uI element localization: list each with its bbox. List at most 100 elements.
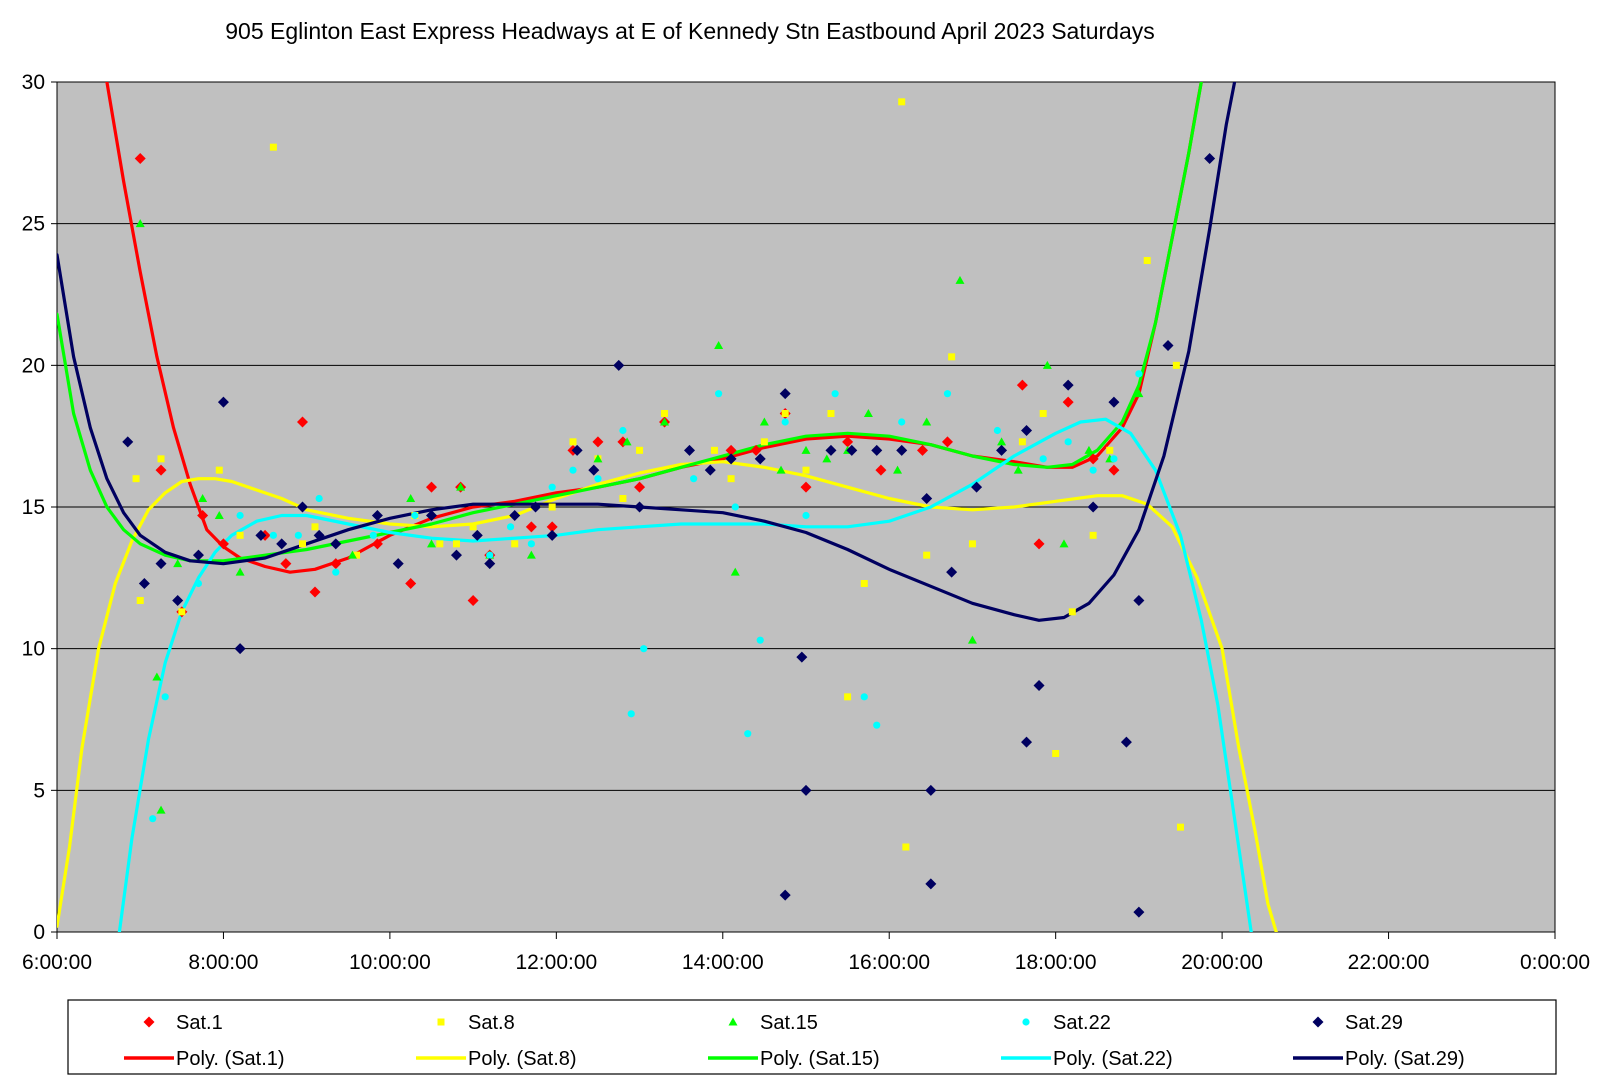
data-point-series-2: [948, 353, 956, 361]
x-tick-label: 8:00:00: [188, 951, 258, 974]
data-point-series-3: [714, 341, 724, 349]
data-point-series-3: [456, 482, 466, 491]
data-point-series-2: [1143, 257, 1151, 264]
legend-label: Poly. (Sat.29): [1345, 1048, 1465, 1070]
data-point-series-1: [405, 578, 417, 589]
data-point-series-2: [236, 531, 244, 539]
data-point-series-5: [1021, 736, 1033, 748]
data-point-series-4: [332, 568, 340, 576]
data-point-series-5: [276, 538, 288, 550]
data-point-series-4: [860, 693, 868, 701]
data-point-series-5: [725, 453, 737, 465]
data-point-series-3: [730, 567, 740, 576]
legend-label: Poly. (Sat.1): [176, 1048, 285, 1070]
data-point-series-1: [800, 481, 812, 493]
data-point-series-4: [619, 426, 627, 435]
legend-label: Sat.29: [1345, 1012, 1403, 1034]
data-point-series-2: [299, 540, 307, 548]
data-point-series-2: [902, 843, 910, 851]
data-point-series-1: [1062, 396, 1074, 408]
data-point-series-5: [779, 889, 791, 901]
data-point-series-4: [569, 466, 577, 474]
data-point-series-1: [525, 521, 537, 533]
legend-label: Poly. (Sat.15): [760, 1048, 880, 1070]
y-tick-label: 20: [22, 354, 45, 377]
data-point-series-2: [569, 438, 577, 446]
data-point-series-1: [330, 558, 342, 570]
x-tick-label: 16:00:00: [848, 951, 930, 974]
data-point-series-1: [371, 538, 383, 550]
data-point-series-5: [921, 493, 933, 504]
legend-marker-3: [728, 1017, 738, 1026]
data-point-series-4: [744, 730, 752, 738]
data-point-series-3: [997, 437, 1007, 446]
data-point-series-5: [871, 444, 883, 456]
data-point-series-1: [1033, 538, 1045, 550]
data-point-series-1: [842, 436, 854, 448]
data-point-series-2: [860, 580, 868, 587]
data-point-series-1: [941, 436, 953, 448]
data-point-series-4: [640, 645, 648, 653]
data-point-series-5: [426, 510, 437, 521]
data-point-series-5: [1033, 680, 1045, 691]
y-tick-label: 15: [22, 496, 45, 519]
data-point-series-1: [280, 558, 292, 570]
data-point-series-2: [269, 143, 277, 151]
data-point-series-2: [1172, 361, 1180, 369]
legend-label: Sat.8: [468, 1012, 515, 1034]
data-point-series-3: [214, 511, 224, 519]
data-point-series-3: [526, 550, 536, 559]
data-point-series-4: [993, 426, 1002, 435]
data-point-series-5: [122, 436, 134, 448]
x-tick-label: 20:00:00: [1181, 951, 1263, 974]
data-point-series-5: [896, 444, 908, 456]
data-point-series-2: [157, 455, 165, 463]
data-point-series-5: [330, 538, 342, 550]
y-tick-label: 25: [22, 213, 45, 236]
data-point-series-5: [925, 878, 937, 890]
data-point-series-1: [155, 464, 167, 476]
data-point-series-3: [1084, 445, 1094, 454]
x-axis: 6:00:00 8:00:00 10:00:00 12:00:00 14:00:00 16…: [22, 932, 1590, 974]
legend-label: Sat.22: [1053, 1012, 1111, 1034]
data-point-series-1: [725, 444, 737, 456]
data-point-series-3: [1042, 360, 1052, 369]
data-point-series-1: [750, 444, 762, 456]
data-point-series-5: [825, 444, 837, 456]
data-point-series-4: [486, 551, 494, 559]
data-point-series-4: [756, 636, 764, 644]
data-point-series-5: [172, 595, 184, 606]
data-point-series-4: [1110, 455, 1118, 463]
data-point-series-3: [406, 494, 416, 502]
data-point-series-2: [802, 466, 810, 474]
grid-lines: [57, 223, 1555, 791]
legend-marker-5: [1312, 1016, 1324, 1028]
data-point-series-5: [1133, 906, 1145, 918]
data-point-series-3: [801, 445, 811, 454]
data-point-series-3: [660, 417, 670, 426]
data-point-series-2: [1089, 531, 1097, 539]
data-point-series-5: [925, 784, 937, 796]
data-point-series-2: [1052, 750, 1060, 757]
data-point-series-5: [392, 558, 404, 570]
trendline-3: [57, 82, 1203, 563]
data-point-series-5: [971, 481, 983, 493]
data-point-series-4: [1089, 466, 1097, 474]
data-point-series-1: [592, 436, 604, 448]
data-point-series-5: [155, 558, 167, 570]
data-point-series-4: [506, 523, 515, 531]
data-point-series-4: [627, 710, 635, 718]
x-tick-label: 18:00:00: [1015, 951, 1097, 974]
data-point-series-4: [315, 494, 323, 503]
x-tick-label: 12:00:00: [515, 951, 597, 974]
data-point-series-4: [294, 531, 302, 539]
data-point-series-4: [548, 483, 556, 491]
data-point-series-1: [1016, 379, 1028, 391]
data-point-series-5: [946, 566, 958, 578]
data-point-series-2: [844, 693, 852, 701]
data-point-series-2: [353, 551, 361, 559]
data-point-series-3: [955, 275, 965, 284]
data-point-series-4: [731, 503, 739, 511]
trendline-4: [117, 417, 1253, 932]
x-tick-label: 22:00:00: [1348, 951, 1430, 974]
